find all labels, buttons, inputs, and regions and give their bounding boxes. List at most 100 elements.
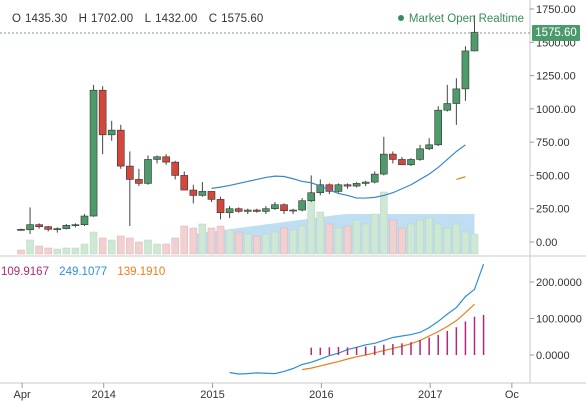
indicator-value-orange: 139.1910 — [117, 266, 166, 278]
mode-text: Realtime — [478, 13, 524, 25]
volume-bar — [298, 225, 306, 255]
volume-bar — [162, 243, 170, 255]
indicator-value-blue: 249.1077 — [59, 266, 108, 278]
candle-body — [189, 189, 198, 196]
candle-body — [198, 191, 207, 196]
volume-bar — [316, 211, 325, 255]
volume-bar — [425, 217, 433, 255]
candle-body — [98, 89, 107, 136]
volume-bar — [334, 227, 343, 255]
moving-average-line — [211, 144, 466, 199]
time-tick-label: 2015 — [200, 389, 224, 401]
volume-bar — [207, 227, 216, 255]
status-dot-icon — [397, 15, 404, 21]
volume-bar — [470, 233, 479, 255]
volume-bar — [352, 219, 361, 255]
low-value: 1432.00 — [155, 13, 198, 25]
indicator-tick-label: 200.0000 — [536, 277, 582, 289]
candle-body — [343, 184, 352, 187]
candle-body — [434, 109, 443, 146]
volume-bar — [180, 225, 189, 255]
candle-body — [389, 153, 397, 160]
indicator-line-blue — [229, 263, 485, 375]
candle-body — [452, 88, 461, 104]
volume-bar — [53, 248, 62, 255]
candle-body — [316, 184, 325, 194]
candle-body — [135, 179, 143, 184]
candle-body — [207, 191, 216, 200]
candle-body — [243, 209, 252, 212]
volume-bar — [171, 237, 179, 255]
short-moving-average-line — [456, 176, 466, 180]
candle-body — [370, 173, 379, 183]
volume-bar — [117, 235, 125, 255]
candle-body — [425, 144, 433, 150]
volume-bar — [89, 231, 98, 255]
low-label: L — [144, 13, 152, 25]
price-tick-label: 750.00 — [536, 137, 570, 149]
candle-body — [162, 156, 170, 163]
candle-body — [253, 209, 261, 212]
volume-bar — [280, 227, 288, 255]
candle-body — [334, 184, 343, 192]
candle-body — [71, 224, 80, 226]
candle-body — [44, 226, 53, 230]
volume-bar — [262, 233, 270, 255]
volume-bar — [135, 241, 143, 255]
candle-body — [144, 159, 152, 184]
time-tick-label: 2014 — [91, 389, 115, 401]
time-tick-label: Apr — [14, 389, 31, 401]
volume-bar — [126, 237, 134, 255]
candle-body — [461, 50, 470, 90]
candle-body — [352, 183, 361, 187]
high-value: 1702.00 — [91, 13, 134, 25]
open-label: O — [12, 13, 22, 25]
candle-body — [171, 161, 179, 176]
volume-bar — [343, 225, 352, 255]
volume-bar — [234, 231, 243, 255]
candle-body — [225, 208, 234, 214]
candle-body — [271, 204, 279, 210]
candle-body — [379, 153, 388, 175]
price-tick-label: 1750.00 — [536, 4, 576, 16]
volume-bar — [17, 249, 25, 255]
time-tick-label: 2017 — [418, 389, 442, 401]
volume-bar — [198, 223, 207, 255]
indicator-tick-label: 100.0000 — [536, 314, 582, 326]
volume-bar — [307, 193, 315, 255]
volume-bar — [370, 213, 379, 255]
close-label: C — [208, 13, 218, 25]
price-tick-label: 500.00 — [536, 170, 570, 182]
volume-bar — [189, 227, 198, 255]
volume-bar — [98, 237, 107, 255]
status-text: Market Open — [408, 13, 476, 25]
volume-bar — [289, 229, 297, 255]
candle-body — [89, 89, 98, 217]
indicator-line-orange — [302, 303, 475, 371]
candle-body — [107, 129, 116, 136]
candle-body — [443, 103, 452, 111]
candle-body — [262, 208, 270, 212]
candle-body — [298, 200, 306, 211]
price-tick-label: 250.00 — [536, 204, 570, 216]
volume-bar — [62, 247, 71, 255]
candle-body — [180, 175, 189, 191]
volume-bar — [389, 219, 397, 255]
volume-bar — [407, 223, 415, 255]
volume-bar — [443, 227, 452, 255]
candle-body — [289, 209, 297, 212]
volume-bar — [35, 245, 43, 255]
candle-body — [53, 228, 62, 230]
last-price-tag: 1575.60 — [532, 25, 580, 41]
candle-body — [470, 31, 479, 52]
candle-body — [35, 224, 43, 227]
candle-body — [216, 199, 225, 214]
volume-bar — [452, 223, 461, 255]
candle-body — [361, 181, 370, 184]
time-tick-label: 2016 — [309, 389, 333, 401]
candle-body — [80, 215, 89, 225]
candle-body — [407, 159, 415, 166]
volume-bar — [107, 239, 116, 255]
price-tick-label: 1000.00 — [536, 104, 576, 116]
